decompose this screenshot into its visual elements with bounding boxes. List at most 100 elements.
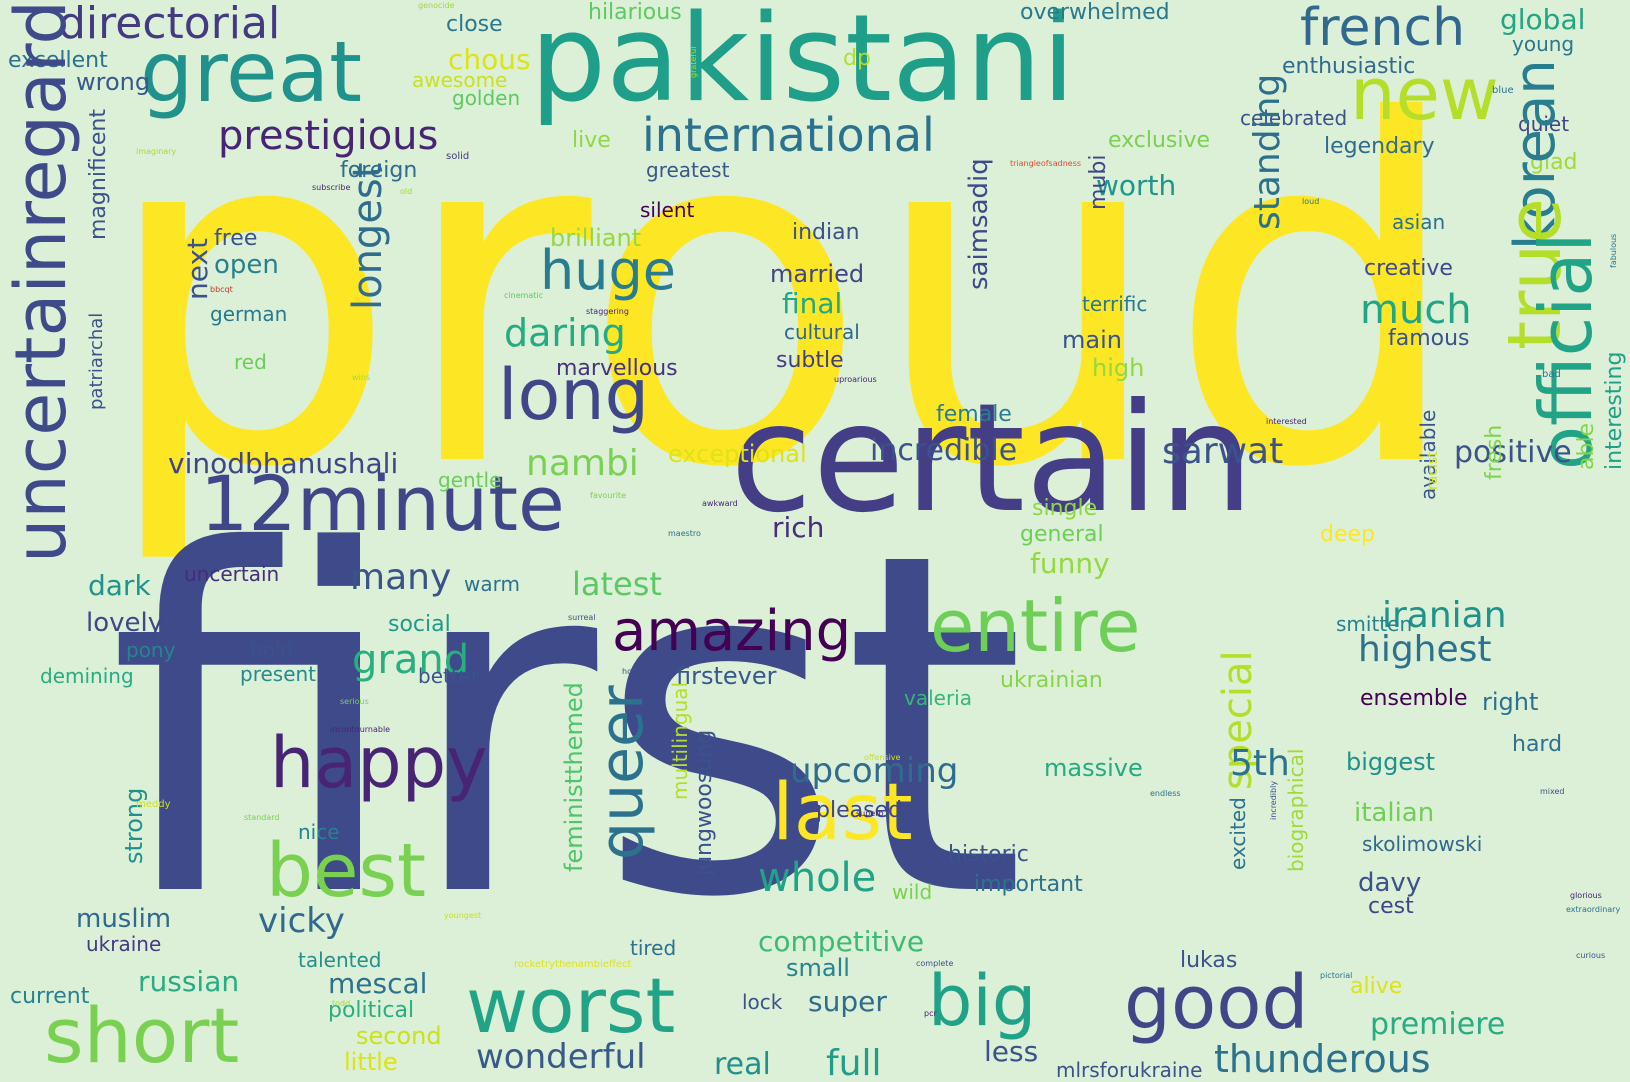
word-meddy: meddy <box>136 799 171 810</box>
word-hard: hard <box>1512 732 1563 757</box>
word-incontournable: incontournable <box>330 725 391 734</box>
word-legendary: legendary <box>1324 134 1435 159</box>
word-skolimowski: skolimowski <box>1362 832 1483 856</box>
word-right: right <box>1482 688 1539 716</box>
word-good: good <box>1124 960 1309 1046</box>
word-little: little <box>344 1048 398 1076</box>
word-best: best <box>266 828 427 914</box>
word-wild: wild <box>892 880 933 904</box>
word-smitten: smitten <box>1336 612 1413 636</box>
word-rocketrythenambieffect: rocketrythenambieffect <box>514 959 632 970</box>
word-chous: chous <box>448 43 531 76</box>
word-wonderful: wonderful <box>476 1037 646 1077</box>
word-cultural: cultural <box>784 320 860 344</box>
word-important: important <box>974 872 1083 897</box>
word-certain: certain <box>730 372 1254 546</box>
word-jungwoosung: jungwoosung <box>692 729 717 876</box>
word-awesome: awesome <box>412 68 508 92</box>
word-glad: glad <box>1530 150 1578 175</box>
word-gentle: gentle <box>438 468 502 492</box>
word-maestro: maestro <box>668 529 701 538</box>
word-fresh: fresh <box>1482 424 1507 480</box>
word-hilarious: hilarious <box>588 0 682 25</box>
word-feministthemed: feministthemed <box>560 682 588 872</box>
word-uncertain: uncertain <box>184 562 280 586</box>
word-biggest: biggest <box>1346 748 1436 776</box>
word-current: current <box>10 984 90 1009</box>
word-ensemble: ensemble <box>1360 686 1468 711</box>
word-great: great <box>140 23 363 121</box>
word-asian: asian <box>1392 210 1446 234</box>
word-deep: deep <box>1320 522 1375 547</box>
word-firstever: firstever <box>676 662 777 690</box>
word-alive: alive <box>1350 974 1403 999</box>
word-long: long <box>498 354 650 436</box>
word-mubi: mubi <box>1086 154 1111 210</box>
word-youngest: youngest <box>444 911 482 920</box>
word-uproarious: uproarious <box>834 375 877 384</box>
word-mescal: mescal <box>328 967 428 1000</box>
word-happy: happy <box>270 722 488 804</box>
word-prestigious: prestigious <box>218 113 439 159</box>
word-indian: indian <box>792 220 860 245</box>
word-pony: pony <box>126 638 176 662</box>
word-dp: dp <box>843 46 871 71</box>
word-worst: worst <box>466 961 676 1050</box>
word-ukraine: ukraine <box>86 932 162 956</box>
word-political: political <box>328 998 415 1023</box>
word-close: close <box>446 12 503 37</box>
word-creative: creative <box>1364 256 1453 281</box>
word-entire: entire <box>930 584 1141 668</box>
word-super: super <box>808 985 887 1018</box>
word-mlrsforukraine: mlrsforukraine <box>1056 1058 1203 1082</box>
word-exceptional: exceptional <box>668 440 807 468</box>
word-rich: rich <box>772 511 825 544</box>
word-bold: bold <box>250 638 294 662</box>
word-real: real <box>714 1047 771 1082</box>
word-full: full <box>826 1043 882 1082</box>
word-marvellous: marvellous <box>556 356 678 381</box>
word-positive: positive <box>1454 435 1572 470</box>
word-pleased: pleased <box>816 798 903 823</box>
word-awkward: awkward <box>702 499 738 508</box>
word-biographical: biographical <box>1284 748 1308 872</box>
word-single: single <box>1032 496 1098 521</box>
word-grand: grand <box>352 637 470 683</box>
word-patriarchal: patriarchal <box>86 312 107 410</box>
word-incredibly: incredibly <box>1269 780 1278 820</box>
word-open: open <box>214 250 279 280</box>
word-triangleofsadness: triangleofsadness <box>1010 159 1082 168</box>
word-competitive: competitive <box>758 925 925 958</box>
word-fabulous: fabulous <box>1609 233 1618 268</box>
word-subscribe: subscribe <box>312 183 351 192</box>
word-vinodbhanushali: vinodbhanushali <box>168 447 399 480</box>
word-interesting: interesting <box>1602 351 1627 470</box>
word-queer: queer <box>587 685 657 860</box>
word-imaginary: imaginary <box>136 147 177 156</box>
word-pictorial: pictorial <box>1320 971 1353 980</box>
word-amazing: amazing <box>612 599 852 664</box>
word-genocide: genocide <box>418 1 455 10</box>
word-enthusiastic: enthusiastic <box>1282 54 1416 79</box>
word-lovely: lovely <box>86 608 164 638</box>
word-second: second <box>356 1022 442 1050</box>
word-nice: nice <box>298 820 340 844</box>
word-12minute: 12minute <box>200 459 565 548</box>
word-thunderous: thunderous <box>1214 1037 1431 1081</box>
word-staggering: staggering <box>586 307 629 316</box>
word-main: main <box>1062 326 1122 354</box>
word-curious: curious <box>1576 951 1606 960</box>
word-standard: standard <box>244 813 280 822</box>
word-daring: daring <box>504 311 626 355</box>
word-young: young <box>1512 32 1575 56</box>
word-glorious: glorious <box>1570 891 1602 900</box>
word-new: new <box>1350 52 1499 136</box>
word-small: small <box>786 954 850 982</box>
word-solid: solid <box>446 151 470 162</box>
word-extraordinary: extraordinary <box>1566 905 1621 914</box>
word-german: german <box>210 302 288 326</box>
word-warm: warm <box>464 572 520 596</box>
word-loud: loud <box>1302 197 1320 206</box>
word-wrong: wrong <box>76 68 151 96</box>
